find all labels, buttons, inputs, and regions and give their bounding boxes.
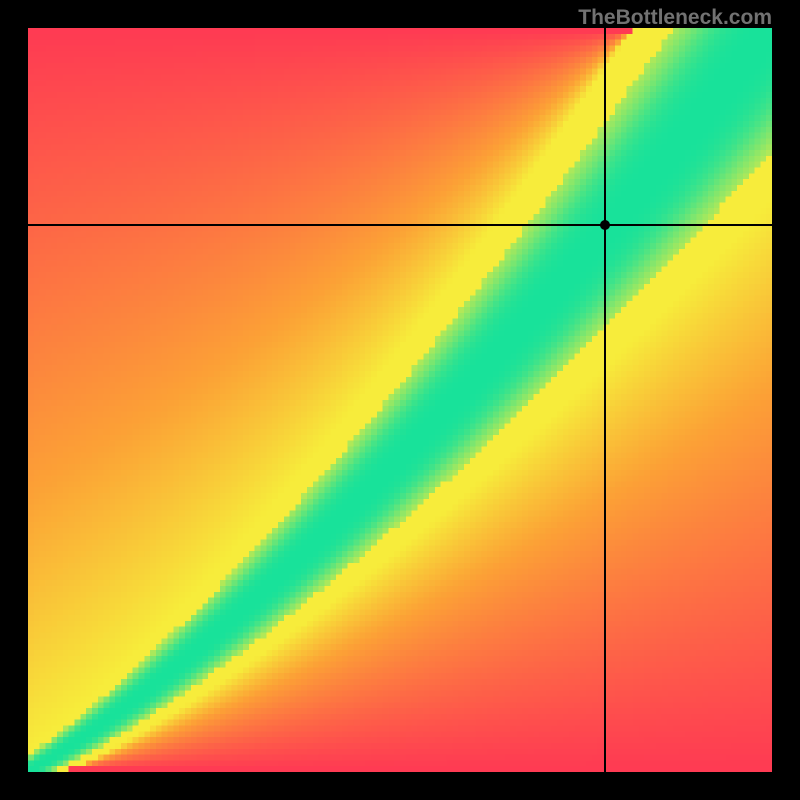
chart-container: { "watermark": { "text": "TheBottleneck.… bbox=[0, 0, 800, 800]
crosshair-vertical bbox=[604, 28, 606, 772]
crosshair-marker bbox=[600, 220, 610, 230]
watermark-text: TheBottleneck.com bbox=[578, 6, 772, 30]
crosshair-horizontal bbox=[28, 224, 772, 226]
bottleneck-heatmap bbox=[28, 28, 772, 772]
